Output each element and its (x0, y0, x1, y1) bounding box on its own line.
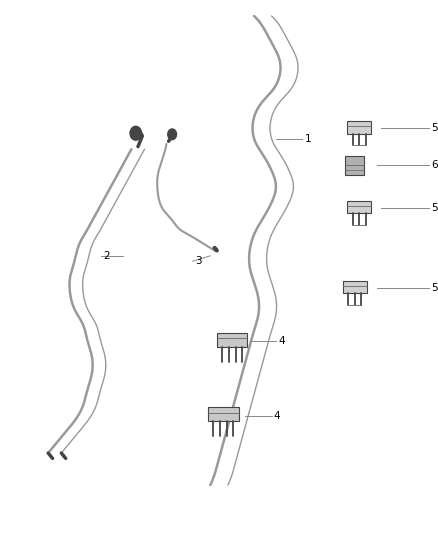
Text: 4: 4 (274, 411, 280, 421)
Text: 6: 6 (431, 160, 438, 170)
FancyBboxPatch shape (347, 200, 371, 213)
Text: 5: 5 (431, 283, 438, 293)
Text: 1: 1 (304, 134, 311, 143)
Text: 4: 4 (278, 336, 285, 346)
FancyBboxPatch shape (208, 407, 239, 421)
Text: 5: 5 (431, 123, 438, 133)
Circle shape (168, 129, 177, 140)
Circle shape (130, 126, 141, 140)
Text: 3: 3 (195, 256, 201, 266)
Text: 5: 5 (431, 203, 438, 213)
FancyBboxPatch shape (343, 280, 367, 293)
FancyBboxPatch shape (217, 333, 247, 347)
FancyBboxPatch shape (345, 156, 364, 175)
FancyBboxPatch shape (347, 120, 371, 133)
Text: 2: 2 (103, 251, 110, 261)
